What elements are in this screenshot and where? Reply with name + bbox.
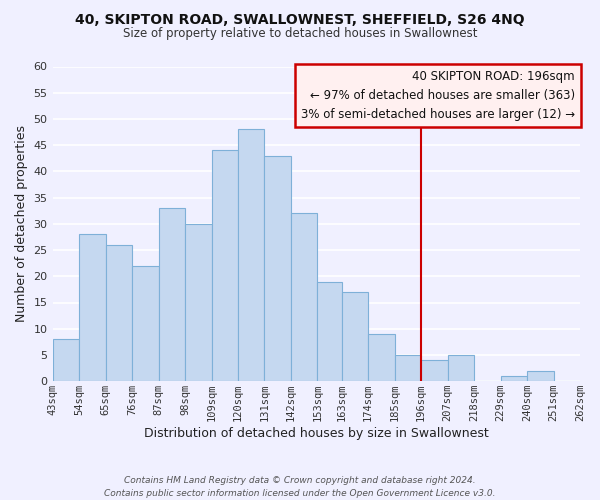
Bar: [79, 234, 106, 381]
Bar: [395, 355, 421, 381]
Bar: [500, 376, 527, 381]
Bar: [368, 334, 395, 381]
X-axis label: Distribution of detached houses by size in Swallownest: Distribution of detached houses by size …: [144, 427, 488, 440]
Text: 40, SKIPTON ROAD, SWALLOWNEST, SHEFFIELD, S26 4NQ: 40, SKIPTON ROAD, SWALLOWNEST, SHEFFIELD…: [75, 12, 525, 26]
Bar: [238, 130, 265, 381]
Bar: [421, 360, 448, 381]
Bar: [106, 245, 132, 381]
Bar: [317, 282, 341, 381]
Bar: [291, 214, 317, 381]
Bar: [185, 224, 212, 381]
Text: Size of property relative to detached houses in Swallownest: Size of property relative to detached ho…: [123, 28, 477, 40]
Bar: [212, 150, 238, 381]
Y-axis label: Number of detached properties: Number of detached properties: [15, 126, 28, 322]
Bar: [53, 339, 79, 381]
Text: Contains HM Land Registry data © Crown copyright and database right 2024.
Contai: Contains HM Land Registry data © Crown c…: [104, 476, 496, 498]
Text: 40 SKIPTON ROAD: 196sqm
← 97% of detached houses are smaller (363)
3% of semi-de: 40 SKIPTON ROAD: 196sqm ← 97% of detache…: [301, 70, 575, 120]
Bar: [132, 266, 158, 381]
Bar: [265, 156, 291, 381]
Bar: [448, 355, 474, 381]
Bar: [158, 208, 185, 381]
Bar: [527, 370, 554, 381]
Bar: [341, 292, 368, 381]
